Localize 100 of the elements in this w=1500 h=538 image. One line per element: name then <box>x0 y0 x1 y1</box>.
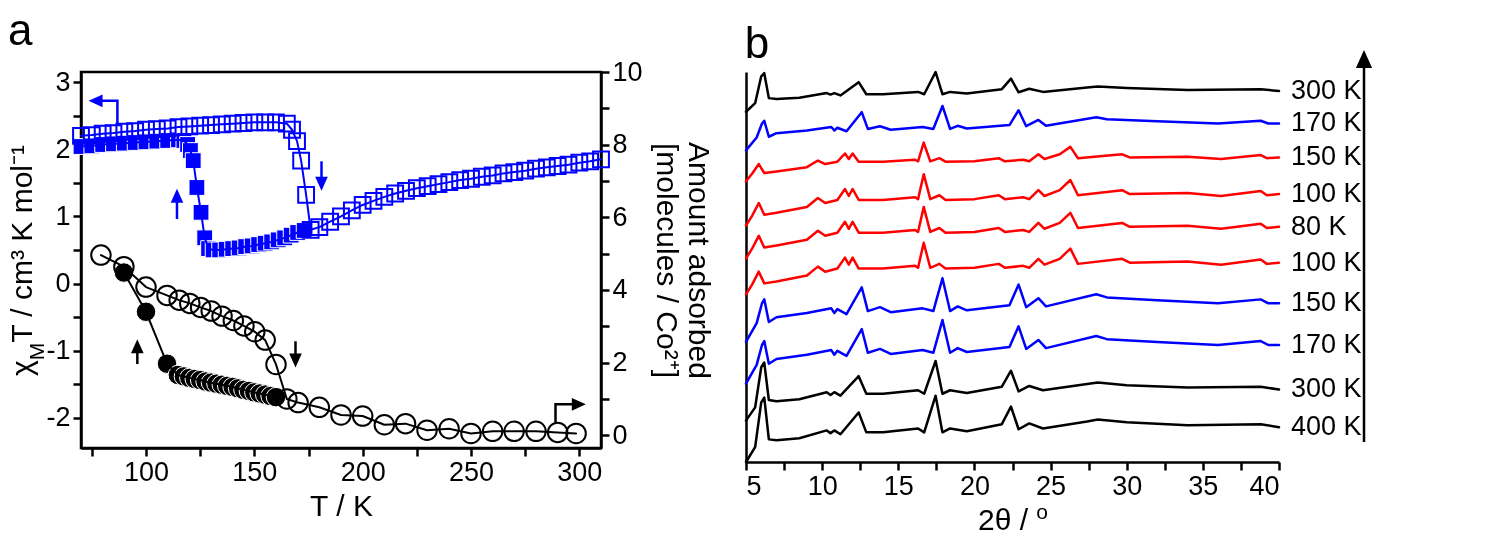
x-tick-label: 15 <box>883 470 914 501</box>
y-tick-label: -1 <box>46 335 71 366</box>
y2-tick-label: 8 <box>612 129 628 160</box>
y2-axis-title: Amount adsorbed [molecules / Co²⁺] <box>650 142 716 379</box>
point <box>416 419 438 441</box>
point <box>104 124 123 142</box>
point <box>222 309 245 332</box>
point <box>332 207 350 226</box>
point <box>451 171 470 189</box>
y2-tick-label: 0 <box>612 419 628 450</box>
point <box>223 114 242 133</box>
x-tick-label: 5 <box>746 470 762 501</box>
point <box>211 305 233 327</box>
point <box>330 404 352 426</box>
point <box>191 116 210 135</box>
point <box>93 124 112 143</box>
point <box>137 120 155 139</box>
series-label: 80 K <box>1291 210 1347 241</box>
point <box>503 420 525 443</box>
point <box>158 119 177 138</box>
y2-tick-label: 4 <box>612 274 628 305</box>
point <box>126 122 145 140</box>
point <box>516 161 535 180</box>
point <box>481 420 504 443</box>
x-axis-title: T / K <box>310 488 373 522</box>
point <box>364 192 383 210</box>
y-tick-label: 1 <box>55 200 71 231</box>
point <box>548 157 567 175</box>
point <box>180 117 199 136</box>
point <box>156 284 178 307</box>
point <box>90 244 112 266</box>
point <box>267 113 285 132</box>
chart-title: a <box>7 5 33 54</box>
point <box>321 212 340 231</box>
x-tick-label: 25 <box>1036 470 1067 501</box>
point <box>115 122 134 141</box>
point <box>438 418 460 440</box>
legend-label: 300 K <box>1291 75 1362 106</box>
point <box>168 289 190 311</box>
point <box>375 187 394 206</box>
y-tick-label: -2 <box>46 402 71 433</box>
point <box>342 201 361 220</box>
point <box>386 184 405 203</box>
y2-tick-label: 10 <box>612 56 643 87</box>
point <box>494 164 513 183</box>
point <box>233 315 255 337</box>
point <box>429 175 448 194</box>
point <box>310 218 329 237</box>
y-tick-label: 0 <box>55 268 71 298</box>
point <box>188 179 206 196</box>
series-label: 300 K <box>1291 373 1362 404</box>
x-tick-label: 20 <box>959 470 990 501</box>
point <box>505 163 524 181</box>
point <box>483 166 502 185</box>
point <box>407 179 426 198</box>
point <box>265 353 287 376</box>
point <box>245 113 264 132</box>
point <box>546 421 569 444</box>
x-tick-label: 250 <box>448 456 495 487</box>
point <box>397 181 415 200</box>
point <box>169 118 188 136</box>
point <box>276 388 298 410</box>
x-tick-label: 150 <box>232 456 278 487</box>
point <box>525 420 547 443</box>
point <box>192 203 210 221</box>
series-label: 150 K <box>1291 141 1362 172</box>
point <box>308 396 331 419</box>
point <box>472 167 491 186</box>
series-label: 150 K <box>1291 287 1362 318</box>
point <box>394 412 417 435</box>
point <box>527 159 545 178</box>
x-tick-label: 40 <box>1249 470 1280 501</box>
point <box>440 173 459 192</box>
x-tick-label: 300 <box>557 456 603 487</box>
point <box>373 414 396 436</box>
x-axis-title: 2θ / $^{o}$ <box>977 499 1049 536</box>
point <box>135 276 157 298</box>
point <box>565 422 587 445</box>
point <box>292 151 311 170</box>
point <box>287 391 309 414</box>
point <box>537 158 556 177</box>
point <box>581 152 600 171</box>
point <box>283 120 301 139</box>
point <box>212 115 231 134</box>
point <box>202 116 220 134</box>
series-label: 170 K <box>1291 329 1362 359</box>
series-label: 400 K <box>1291 411 1362 442</box>
point <box>559 155 578 174</box>
y2-tick-label: 6 <box>612 201 628 232</box>
point <box>200 300 222 322</box>
y-tick-label: 2 <box>55 133 71 164</box>
point <box>460 422 482 445</box>
point <box>353 196 372 214</box>
point <box>351 405 374 427</box>
x-tick-label: 100 <box>123 456 170 487</box>
point <box>234 114 253 132</box>
x-tick-label: 10 <box>807 470 838 501</box>
point <box>301 220 320 239</box>
x-tick-label: 35 <box>1188 470 1219 501</box>
y-tick-label: 3 <box>55 66 71 97</box>
